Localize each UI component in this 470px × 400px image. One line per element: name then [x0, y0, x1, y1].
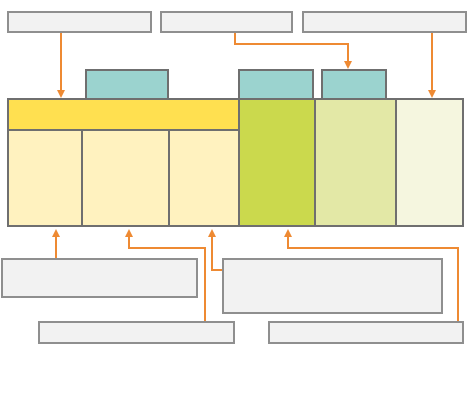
- callout-top-left: [7, 11, 152, 33]
- callout-bottom-middle-left: [38, 321, 235, 344]
- callout-top-middle: [160, 11, 293, 33]
- callout-top-right: [302, 11, 467, 33]
- callout-bottom-right: [222, 258, 443, 314]
- callout-bottom-left: [1, 258, 198, 298]
- header-bar: [7, 98, 240, 131]
- arrow-bottom-right: [208, 229, 222, 271]
- arrow-top-middle: [234, 33, 352, 69]
- cell-yellow-1: [7, 129, 83, 227]
- callout-bottom-far-right: [268, 321, 464, 344]
- cell-pale: [395, 98, 464, 227]
- cell-yellow-2: [81, 129, 170, 227]
- cell-yellow-3: [168, 129, 240, 227]
- tab-2: [238, 69, 314, 101]
- arrow-bottom-middle-left: [125, 229, 206, 321]
- arrow-bottom-far-right: [284, 229, 459, 321]
- cell-light-green: [314, 98, 397, 227]
